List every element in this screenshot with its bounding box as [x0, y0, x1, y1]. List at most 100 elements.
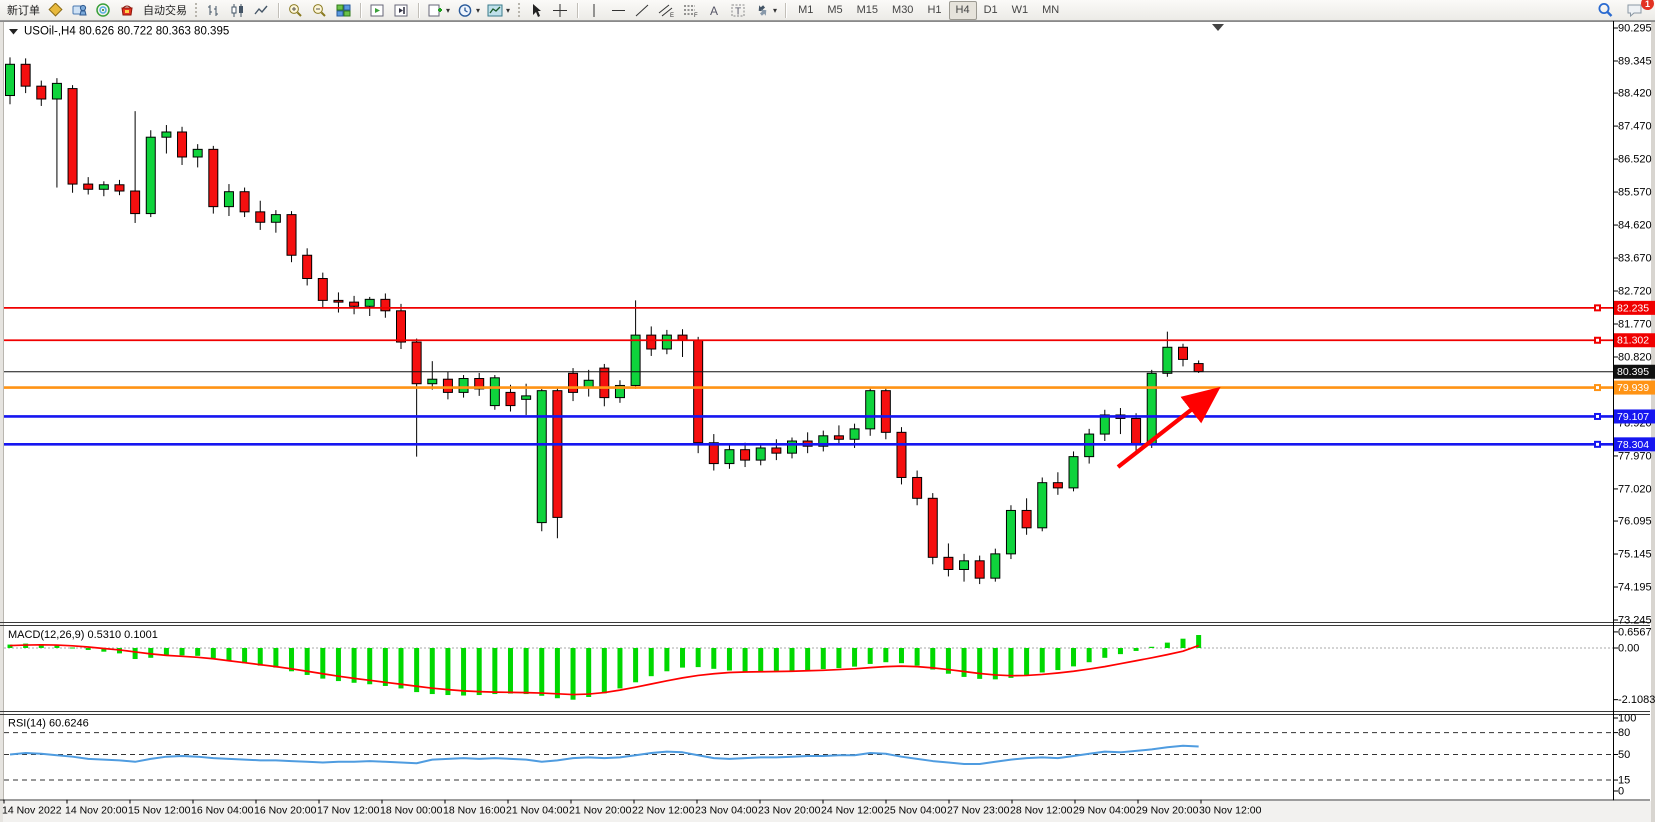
chart-shift-marker[interactable]	[1212, 24, 1224, 31]
toolbar-drag-handle[interactable]	[518, 3, 521, 17]
svg-text:77.020: 77.020	[1618, 483, 1652, 495]
time-axis	[3, 799, 1202, 804]
equidistant-channel-tool-icon[interactable]: E	[655, 1, 678, 19]
zoom-out-icon[interactable]	[308, 1, 331, 19]
svg-text:30 Nov 12:00: 30 Nov 12:00	[1199, 805, 1262, 817]
svg-text:23 Nov 04:00: 23 Nov 04:00	[695, 805, 758, 817]
auto-trading-button[interactable]: 自动交易	[143, 5, 187, 17]
toolbar-separator	[360, 2, 361, 18]
svg-text:17 Nov 12:00: 17 Nov 12:00	[317, 805, 380, 817]
trendline-tool-icon[interactable]	[631, 1, 654, 19]
new-chart-button[interactable]: ▾	[424, 1, 453, 19]
chevron-down-icon: ▾	[476, 5, 481, 15]
svg-text:T: T	[735, 6, 741, 17]
rsi-pane	[4, 717, 1618, 792]
vertical-line-tool-icon[interactable]	[583, 1, 606, 19]
notification-count-badge: 1	[1641, 0, 1654, 10]
timeframe-h1[interactable]: H1	[927, 4, 942, 16]
svg-text:-2.1083: -2.1083	[1618, 694, 1655, 706]
timeframe-d1[interactable]: D1	[983, 4, 998, 16]
svg-text:77.970: 77.970	[1618, 450, 1652, 462]
market-watch-icon[interactable]	[68, 1, 91, 19]
svg-text:90.295: 90.295	[1618, 23, 1652, 35]
svg-text:F: F	[694, 13, 698, 18]
svg-text:18 Nov 00:00: 18 Nov 00:00	[380, 805, 443, 817]
bar-chart-type-icon[interactable]	[202, 1, 225, 19]
svg-text:0.00: 0.00	[1618, 643, 1639, 655]
svg-text:80.820: 80.820	[1618, 351, 1652, 363]
svg-text:87.470: 87.470	[1618, 121, 1652, 133]
text-label-tool-icon[interactable]: T	[727, 1, 750, 19]
svg-text:MACD(12,26,9) 0.5310 0.1001: MACD(12,26,9) 0.5310 0.1001	[8, 629, 158, 641]
toolbar-separator	[418, 2, 419, 18]
chevron-down-icon: ▾	[446, 5, 451, 15]
notifications-button[interactable]: 1	[1623, 0, 1654, 19]
data-broadcast-icon[interactable]	[92, 1, 115, 19]
toolbar-separator	[785, 2, 787, 18]
periods-button[interactable]: ▾	[454, 1, 483, 19]
step-test-icon[interactable]	[390, 1, 413, 19]
timeframe-group: M1 M5 M15 M30 H1 H4 D1 W1 MN	[791, 0, 1066, 20]
svg-text:21 Nov 04:00: 21 Nov 04:00	[506, 805, 569, 817]
price-chart[interactable]: 90.295 89.345 88.420 87.470 86.520 85.570 84.6…	[0, 21, 1655, 822]
search-icon[interactable]	[1594, 1, 1617, 19]
svg-text:28 Nov 12:00: 28 Nov 12:00	[1010, 805, 1073, 817]
symbol-dropdown-icon[interactable]	[9, 29, 18, 35]
horizontal-line-tool-icon[interactable]	[607, 1, 630, 19]
trend-arrow-annotation[interactable]	[1116, 386, 1221, 469]
tile-windows-icon[interactable]	[332, 1, 355, 19]
svg-text:29 Nov 04:00: 29 Nov 04:00	[1073, 805, 1136, 817]
svg-text:84.620: 84.620	[1618, 220, 1652, 232]
toolbar-drag-handle[interactable]	[195, 3, 197, 17]
svg-text:14 Nov 2022: 14 Nov 2022	[2, 805, 62, 817]
svg-text:79.107: 79.107	[1617, 411, 1649, 423]
svg-text:88.420: 88.420	[1618, 88, 1652, 100]
svg-text:15 Nov 12:00: 15 Nov 12:00	[128, 805, 191, 817]
timeframe-w1[interactable]: W1	[1011, 4, 1029, 16]
timeframe-m5[interactable]: M5	[827, 4, 843, 16]
macd-pane	[4, 631, 1618, 701]
svg-text:74.195: 74.195	[1618, 582, 1652, 594]
svg-text:80: 80	[1618, 727, 1630, 739]
timeframe-mn[interactable]: MN	[1042, 4, 1060, 16]
chevron-down-icon: ▾	[506, 5, 511, 15]
timeframe-h4[interactable]: H4	[948, 0, 977, 20]
svg-text:RSI(14) 60.6246: RSI(14) 60.6246	[8, 718, 89, 730]
timeframe-m1[interactable]: M1	[798, 4, 814, 16]
zoom-in-icon[interactable]	[284, 1, 307, 19]
svg-text:14 Nov 20:00: 14 Nov 20:00	[65, 805, 128, 817]
text-tool-icon[interactable]: A	[703, 1, 726, 19]
svg-text:15: 15	[1618, 775, 1630, 787]
new-order-button[interactable]: 新订单	[7, 5, 40, 17]
svg-text:89.345: 89.345	[1618, 55, 1652, 67]
svg-text:E: E	[670, 13, 674, 18]
svg-text:82.235: 82.235	[1617, 302, 1649, 314]
svg-text:81.302: 81.302	[1617, 335, 1649, 347]
svg-text:29 Nov 20:00: 29 Nov 20:00	[1136, 805, 1199, 817]
strategy-test-icon[interactable]	[366, 1, 389, 19]
line-chart-type-icon[interactable]	[250, 1, 273, 19]
svg-text:85.570: 85.570	[1618, 187, 1652, 199]
svg-text:USOil-,H4 80.626 80.722 80.36: USOil-,H4 80.626 80.722 80.363 80.395	[24, 26, 229, 38]
price-lines-layer[interactable]	[4, 304, 1613, 448]
crosshair-tool-icon[interactable]	[549, 1, 572, 19]
svg-text:100: 100	[1618, 713, 1636, 725]
svg-text:80.395: 80.395	[1617, 366, 1649, 378]
timeframe-m15[interactable]: M15	[856, 4, 879, 16]
toolbar-separator	[278, 2, 279, 18]
svg-text:22 Nov 12:00: 22 Nov 12:00	[632, 805, 695, 817]
candlestick-chart-type-icon[interactable]	[226, 1, 249, 19]
timeframe-m30[interactable]: M30	[892, 4, 914, 16]
arrows-tool-button[interactable]: ▾	[751, 1, 780, 19]
svg-text:78.304: 78.304	[1617, 439, 1649, 451]
svg-text:16 Nov 20:00: 16 Nov 20:00	[254, 805, 317, 817]
templates-button[interactable]: ▾	[484, 1, 513, 19]
chart-profile-icon[interactable]	[44, 1, 67, 19]
svg-text:24 Nov 12:00: 24 Nov 12:00	[821, 805, 884, 817]
svg-text:83.670: 83.670	[1618, 253, 1652, 265]
fibonacci-tool-icon[interactable]: F	[679, 1, 702, 19]
cursor-tool-icon[interactable]	[525, 1, 548, 19]
svg-text:18 Nov 16:00: 18 Nov 16:00	[443, 805, 506, 817]
svg-text:27 Nov 23:00: 27 Nov 23:00	[947, 805, 1010, 817]
auto-trading-icon	[116, 1, 139, 19]
